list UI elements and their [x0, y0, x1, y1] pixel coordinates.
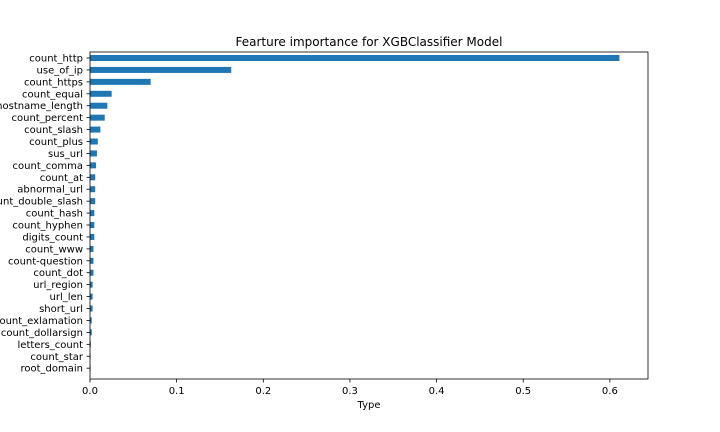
y-tick-label: count_hash	[26, 209, 83, 220]
y-tick-label: count_http	[29, 54, 83, 65]
bar-count_percent	[90, 114, 105, 121]
bar-digits_count	[90, 233, 95, 240]
bar-count_dollarsign	[90, 329, 92, 336]
x-tick-label: 0.3	[342, 386, 358, 397]
y-tick-label: count_https	[24, 77, 83, 88]
x-tick-label: 0.5	[515, 386, 531, 397]
bar-sus_url	[90, 150, 97, 157]
bar-count_comma	[90, 162, 97, 169]
bar-count_equal	[90, 90, 112, 97]
bar-letters_count	[90, 341, 91, 348]
x-tick-label: 0.2	[255, 386, 271, 397]
y-tick-label: count_at	[40, 173, 83, 184]
bar-count_www	[90, 245, 94, 252]
x-axis-ticks: 0.0 0.1 0.2 0.3 0.4 0.5 0.6	[82, 379, 618, 397]
y-tick-label: url_region	[33, 280, 83, 291]
bar-use_of_ip	[90, 66, 232, 73]
bar-count_exlamation	[90, 317, 92, 324]
y-tick-label: digits_count	[22, 232, 83, 243]
y-tick-label: count_plus	[29, 137, 83, 148]
bar-count_http	[90, 55, 620, 61]
bar-count-question	[90, 257, 94, 264]
bar-count_hash	[90, 210, 95, 217]
bar-count_hyphen	[90, 222, 95, 229]
y-tick-label: count_dollarsign	[1, 328, 83, 339]
y-tick-label: letters_count	[18, 340, 84, 351]
y-tick-label: count_www	[25, 244, 83, 255]
bar-abnormal_url	[90, 186, 96, 193]
plot-frame	[89, 51, 649, 380]
bar-url_region	[90, 281, 93, 288]
y-tick-label: sus_url	[48, 149, 83, 160]
y-tick-label: root_domain	[21, 364, 84, 375]
bar-hostname_length	[90, 102, 108, 109]
y-tick-label: count_double_slash	[0, 197, 83, 208]
y-tick-label: count_dot	[33, 268, 83, 279]
y-tick-label: count_percent	[11, 113, 83, 124]
y-tick-label: short_url	[39, 304, 83, 315]
bar-count_https	[90, 78, 151, 85]
bar-count_slash	[90, 126, 101, 133]
x-tick-label: 0.1	[169, 386, 185, 397]
y-tick-label: url_len	[50, 292, 84, 303]
y-tick-label: count_slash	[24, 125, 83, 136]
bars-group	[90, 55, 620, 372]
bar-count_at	[90, 174, 96, 181]
x-axis-label: Type	[357, 400, 381, 411]
bar-count_plus	[90, 138, 98, 145]
chart-title: Fearture importance for XGBClassifier Mo…	[236, 35, 503, 49]
y-tick-label: count_equal	[22, 89, 83, 100]
bar-short_url	[90, 305, 93, 312]
bar-count_dot	[90, 269, 94, 276]
x-tick-label: 0.4	[429, 386, 445, 397]
y-axis-ticks: count_httpuse_of_ipcount_httpscount_equa…	[0, 54, 90, 375]
bar-url_len	[90, 293, 93, 300]
y-tick-label: use_of_ip	[37, 65, 83, 76]
y-tick-label: count_comma	[13, 161, 83, 172]
bar-count_double_slash	[90, 198, 96, 205]
x-tick-label: 0.6	[602, 386, 618, 397]
y-tick-label: count-question	[8, 256, 83, 267]
y-tick-label: count_star	[30, 352, 83, 363]
y-tick-label: hostname_length	[0, 101, 83, 112]
y-tick-label: count_hyphen	[12, 221, 83, 232]
y-tick-label: count_exlamation	[0, 316, 83, 327]
y-tick-label: abnormal_url	[17, 185, 83, 196]
x-tick-label: 0.0	[82, 386, 98, 397]
